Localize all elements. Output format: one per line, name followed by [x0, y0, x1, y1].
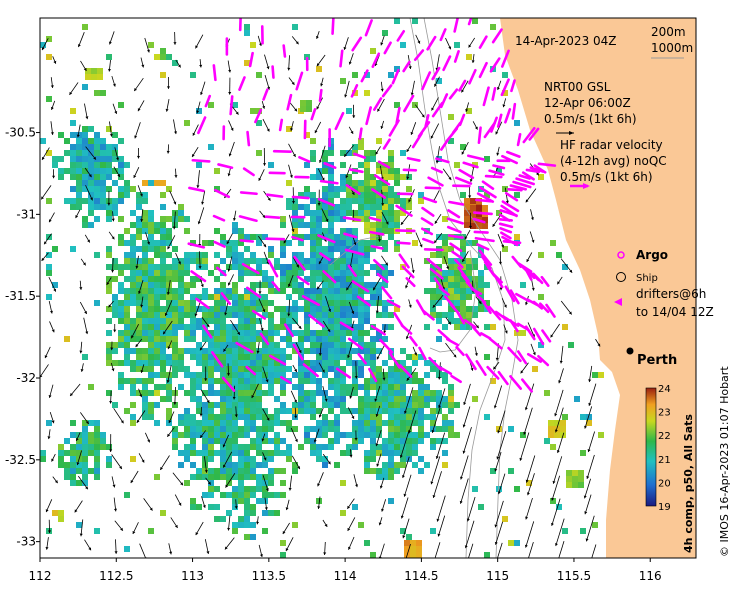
- drifter-marker-icon: [614, 298, 622, 306]
- ship-marker-icon: [616, 272, 626, 282]
- plot-border: [39, 17, 697, 559]
- colorbar-tick-label: 20: [658, 478, 671, 489]
- colorbar-tick-label: 21: [658, 455, 671, 466]
- credit-text: © IMOS 16-Apr-2023 01:07 Hobart: [718, 366, 731, 557]
- colorbar-title: 4h comp, p50, All Sats: [682, 414, 695, 553]
- perth-label: Perth: [637, 353, 677, 368]
- x-tick-label: 112: [29, 569, 52, 583]
- x-axis: 112 112.5 113 113.5 114 114.5 115 115.5 116: [29, 558, 662, 583]
- y-tick-label: -33: [16, 535, 36, 549]
- hf-title: HF radar velocity: [560, 138, 663, 152]
- x-tick-label: 116: [639, 569, 662, 583]
- hf-scale: 0.5m/s (1kt 6h): [560, 170, 653, 184]
- colorbar-tick-label: 22: [658, 431, 671, 442]
- x-tick-label: 115: [486, 569, 509, 583]
- hf-scale-arrowhead: [583, 183, 590, 189]
- nrt-scale: 0.5m/s (1kt 6h): [544, 112, 637, 126]
- y-tick-label: -32.5: [5, 453, 36, 467]
- colorbar-tick-label: 23: [658, 408, 671, 419]
- x-tick-label: 114.5: [404, 569, 438, 583]
- nrt-title: NRT00 GSL: [544, 80, 611, 94]
- ship-label: Ship: [636, 273, 658, 284]
- colorbar-tick-label: 19: [658, 502, 671, 513]
- nrt-time: 12-Apr 06:00Z: [544, 96, 631, 110]
- y-tick-label: -30.5: [5, 126, 36, 140]
- argo-label: Argo: [636, 248, 668, 262]
- hf-radar-vectors: [187, 18, 557, 393]
- x-tick-label: 113.5: [252, 569, 286, 583]
- drifters-label-2: to 14/04 12Z: [636, 305, 714, 319]
- colorbar-tick-label: 24: [658, 384, 671, 395]
- contour-label-1000m: 1000m: [651, 41, 693, 55]
- y-axis: -30.5 -31 -31.5 -32 -32.5 -33: [5, 126, 40, 549]
- colorbar: [645, 387, 657, 507]
- y-tick-label: -32: [16, 371, 36, 385]
- hf-subtitle: (4-12h avg) noQC: [560, 154, 667, 168]
- drifters-label-1: drifters@6h: [636, 287, 706, 301]
- x-tick-label: 112.5: [99, 569, 133, 583]
- y-tick-label: -31.5: [5, 289, 36, 303]
- contour-label-200m: 200m: [651, 25, 686, 39]
- nrt-scale-arrowhead: [569, 131, 574, 135]
- x-tick-label: 113: [181, 569, 204, 583]
- argo-marker-icon: [617, 251, 625, 259]
- perth-marker-icon: [626, 347, 634, 355]
- map-date: 14-Apr-2023 04Z: [515, 34, 617, 48]
- y-tick-label: -31: [16, 207, 36, 221]
- x-tick-label: 114: [334, 569, 357, 583]
- x-tick-label: 115.5: [557, 569, 591, 583]
- colorbar-ticks: 24 23 22 21 20 19: [658, 384, 671, 513]
- model-current-vectors: [40, 30, 601, 558]
